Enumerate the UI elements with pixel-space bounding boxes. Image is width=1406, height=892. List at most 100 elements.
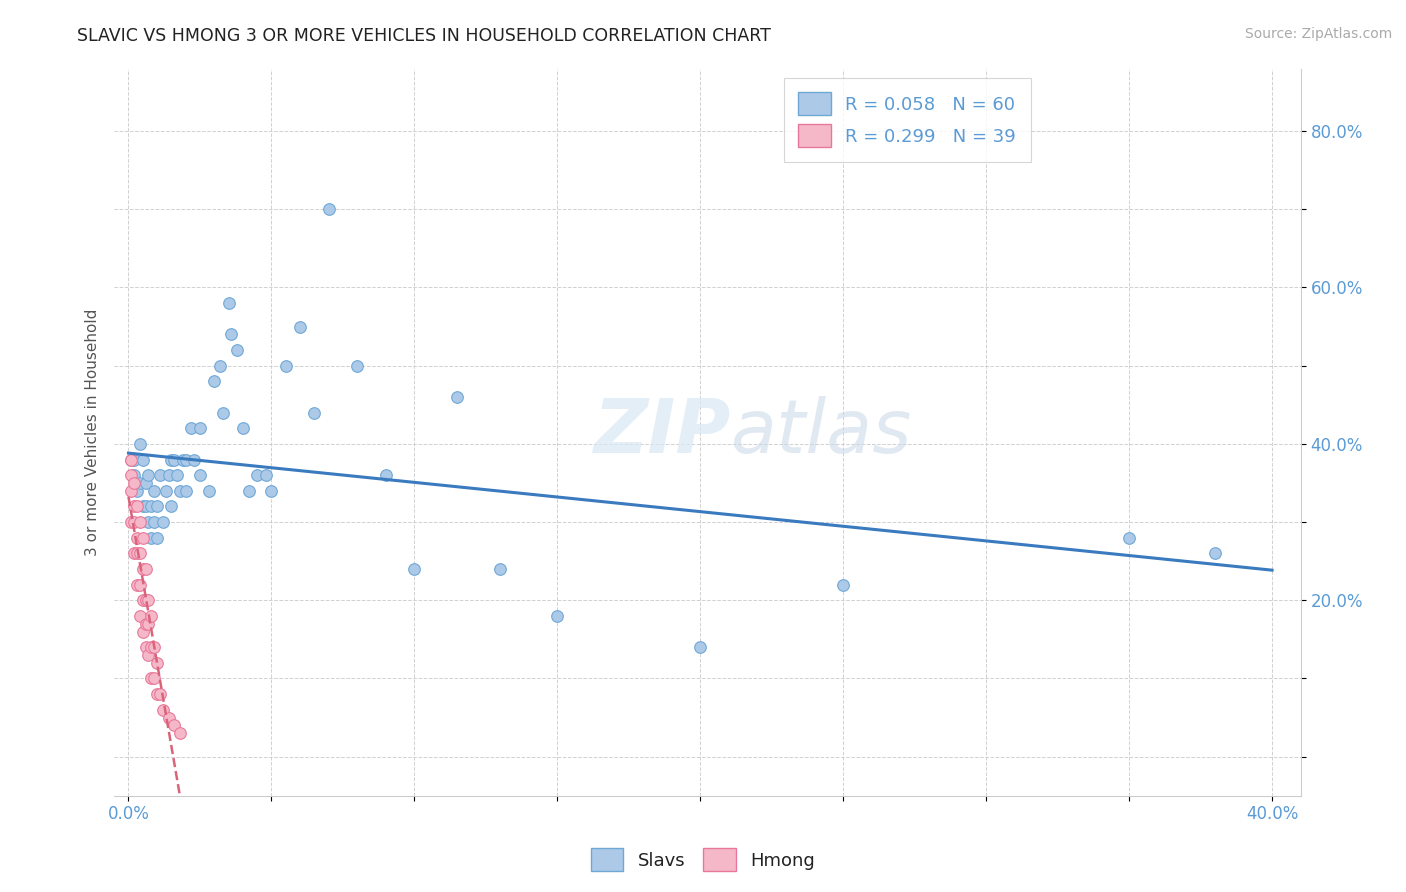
Point [155, 483, 177, 498]
Point [143, 640, 166, 655]
Point [143, 483, 166, 498]
Point [489, 562, 512, 576]
Point [143, 672, 166, 686]
Point [274, 359, 297, 373]
Point [188, 468, 211, 483]
Point [183, 452, 205, 467]
Point [132, 531, 155, 545]
Point [129, 515, 152, 529]
Point [254, 468, 277, 483]
Point [238, 483, 260, 498]
Text: atlas: atlas [731, 396, 912, 468]
Point [120, 468, 142, 483]
Point [122, 452, 145, 467]
Point [304, 406, 326, 420]
Point [132, 593, 155, 607]
Point [122, 468, 145, 483]
Point [138, 616, 160, 631]
Point [135, 500, 157, 514]
Text: SLAVIC VS HMONG 3 OR MORE VEHICLES IN HOUSEHOLD CORRELATION CHART: SLAVIC VS HMONG 3 OR MORE VEHICLES IN HO… [77, 27, 772, 45]
Point [122, 500, 145, 514]
Point [160, 500, 183, 514]
Point [135, 562, 157, 576]
Point [146, 656, 169, 670]
Point [288, 319, 311, 334]
Point [218, 296, 240, 310]
Point [232, 421, 254, 435]
Text: Source: ZipAtlas.com: Source: ZipAtlas.com [1244, 27, 1392, 41]
Point [138, 648, 160, 662]
Point [446, 390, 468, 404]
Point [172, 452, 194, 467]
Point [141, 531, 163, 545]
Point [149, 687, 172, 701]
Point [122, 546, 145, 560]
Point [346, 359, 368, 373]
Point [188, 421, 211, 435]
Point [125, 483, 148, 498]
Point [120, 483, 142, 498]
Point [166, 468, 188, 483]
Point [125, 546, 148, 560]
Point [163, 452, 186, 467]
Point [1118, 531, 1140, 545]
Point [221, 327, 243, 342]
Point [138, 515, 160, 529]
Point [120, 515, 142, 529]
Point [404, 562, 426, 576]
Point [132, 500, 155, 514]
Point [152, 703, 174, 717]
Point [135, 616, 157, 631]
Point [163, 718, 186, 732]
Point [132, 452, 155, 467]
Point [129, 475, 152, 490]
Legend: Slavs, Hmong: Slavs, Hmong [583, 841, 823, 879]
Point [208, 359, 231, 373]
Point [138, 593, 160, 607]
Point [122, 515, 145, 529]
Point [143, 515, 166, 529]
Point [260, 483, 283, 498]
Point [135, 475, 157, 490]
Point [202, 374, 225, 388]
Point [226, 343, 249, 357]
Y-axis label: 3 or more Vehicles in Household: 3 or more Vehicles in Household [86, 309, 100, 556]
Point [129, 437, 152, 451]
Point [129, 577, 152, 591]
Point [160, 452, 183, 467]
Point [125, 500, 148, 514]
Point [149, 468, 172, 483]
Point [157, 710, 180, 724]
Point [120, 452, 142, 467]
Point [125, 577, 148, 591]
Point [138, 468, 160, 483]
Point [146, 500, 169, 514]
Point [211, 406, 233, 420]
Point [832, 577, 855, 591]
Point [141, 608, 163, 623]
Point [135, 593, 157, 607]
Point [135, 640, 157, 655]
Legend: R = 0.058   N = 60, R = 0.299   N = 39: R = 0.058 N = 60, R = 0.299 N = 39 [785, 78, 1031, 161]
Point [122, 475, 145, 490]
Point [246, 468, 269, 483]
Point [174, 483, 197, 498]
Point [120, 452, 142, 467]
Point [157, 468, 180, 483]
Point [169, 483, 191, 498]
Point [132, 624, 155, 639]
Point [180, 421, 202, 435]
Point [174, 452, 197, 467]
Point [689, 640, 711, 655]
Point [132, 562, 155, 576]
Point [141, 500, 163, 514]
Point [141, 672, 163, 686]
Point [197, 483, 219, 498]
Point [1204, 546, 1226, 560]
Point [146, 687, 169, 701]
Point [169, 726, 191, 740]
Point [129, 546, 152, 560]
Point [152, 515, 174, 529]
Point [129, 608, 152, 623]
Point [318, 202, 340, 217]
